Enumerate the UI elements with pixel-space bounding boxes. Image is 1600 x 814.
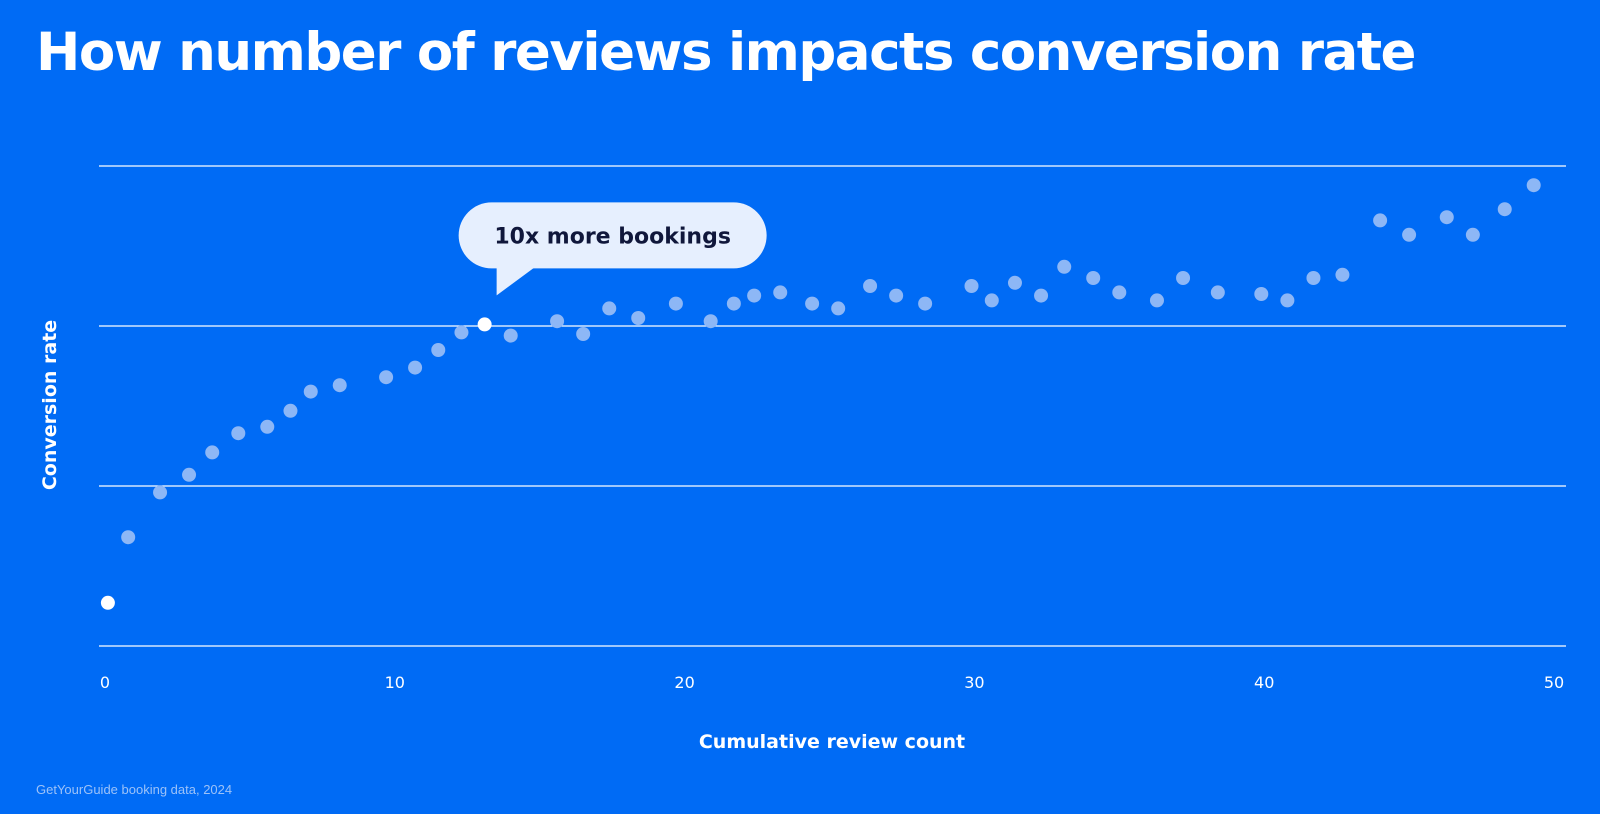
data-point <box>1057 259 1072 274</box>
data-point <box>1306 271 1321 285</box>
x-tick-label: 40 <box>1254 673 1274 692</box>
data-point <box>303 384 318 399</box>
data-point <box>379 370 394 385</box>
data-point <box>1373 213 1388 228</box>
data-point <box>260 419 275 434</box>
data-point <box>283 403 298 418</box>
data-point <box>668 296 683 311</box>
data-point <box>747 288 762 303</box>
annotation-callout: 10x more bookings <box>458 202 767 296</box>
data-point <box>332 378 347 393</box>
data-point <box>231 426 246 441</box>
source-note: GetYourGuide booking data, 2024 <box>36 782 233 797</box>
data-point <box>602 301 617 316</box>
callout-bubble <box>458 202 767 269</box>
data-point <box>831 301 846 316</box>
data-point <box>1280 293 1295 308</box>
data-point <box>1086 271 1101 285</box>
data-point <box>773 285 788 300</box>
x-axis-label: Cumulative review count <box>699 731 965 753</box>
callout-pointer <box>496 264 539 296</box>
data-point <box>863 279 878 293</box>
data-point <box>454 325 469 340</box>
x-tick-label: 0 <box>100 673 110 692</box>
data-point <box>964 279 979 293</box>
data-point <box>1497 202 1512 217</box>
data-point <box>1335 267 1350 282</box>
data-point <box>503 328 518 343</box>
x-tick-label: 20 <box>674 673 694 692</box>
data-point <box>984 293 999 308</box>
data-point <box>576 327 591 341</box>
data-point <box>408 360 423 375</box>
data-point <box>1465 227 1480 242</box>
highlighted-data-point <box>100 595 115 610</box>
data-point <box>1210 285 1225 300</box>
data-point <box>1526 178 1541 193</box>
data-point <box>703 314 718 329</box>
data-point <box>1034 288 1049 303</box>
data-point <box>153 485 168 500</box>
data-point <box>889 288 904 303</box>
data-point <box>182 467 197 482</box>
x-tick-label: 50 <box>1544 673 1564 692</box>
callout-text: 10x more bookings <box>494 224 731 249</box>
data-point <box>205 445 220 460</box>
data-point <box>1176 271 1191 285</box>
x-tick-label: 30 <box>964 673 984 692</box>
data-point <box>805 296 820 311</box>
data-point <box>431 343 446 357</box>
y-axis-label: Conversion rate <box>39 320 61 490</box>
data-point <box>1439 210 1454 225</box>
chart-title: How number of reviews impacts conversion… <box>36 22 1417 83</box>
data-point <box>631 311 646 325</box>
data-point <box>918 296 933 311</box>
data-point <box>1402 227 1417 242</box>
data-point <box>1112 285 1127 300</box>
data-point <box>550 314 565 329</box>
x-tick-label: 10 <box>385 673 405 692</box>
highlighted-data-point <box>477 317 492 332</box>
data-point <box>1007 275 1022 290</box>
x-axis-ticks: 0 10 20 30 40 50 <box>100 673 1564 692</box>
data-points <box>100 178 1541 610</box>
gridlines <box>99 165 1566 647</box>
data-point <box>726 296 741 311</box>
data-point <box>1149 293 1164 308</box>
data-point <box>1254 287 1269 301</box>
data-point <box>121 530 136 545</box>
